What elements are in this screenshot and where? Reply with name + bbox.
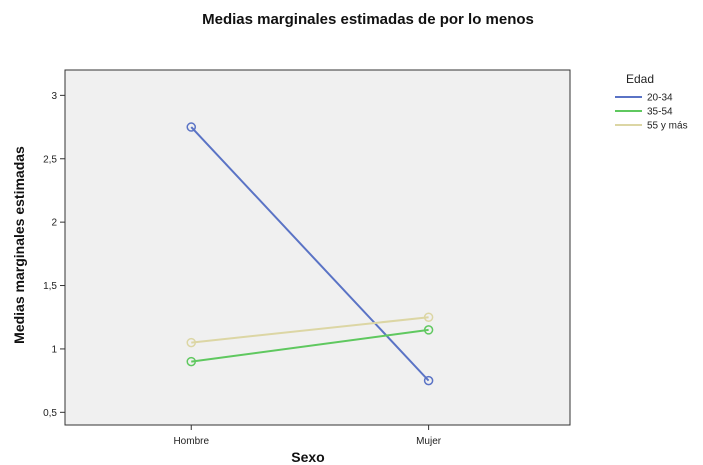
plot-area (64, 69, 571, 426)
data-point (423, 375, 434, 386)
y-axis-label: Medias marginales estimadas (11, 146, 27, 344)
data-point (186, 337, 196, 348)
series-line-55 y más (191, 316, 429, 344)
y-tick-label: 2 (51, 218, 57, 229)
y-tick-label: 3 (51, 91, 57, 102)
y-tick-label: 1,5 (43, 281, 57, 292)
x-axis-label: Sexo (291, 449, 324, 465)
y-tick-label: 1 (51, 344, 57, 355)
legend: Edad 20-34 35-54 55 y más (615, 72, 688, 132)
legend-label: 35-54 (647, 107, 673, 118)
x-tick-label: Mujer (416, 436, 442, 447)
y-axis: 0,5 1 1,5 2 2,5 3 (43, 91, 65, 419)
series-layer (186, 122, 434, 386)
data-point (186, 356, 196, 367)
data-point (186, 122, 196, 132)
series-line-35-54 (191, 328, 429, 363)
chart-title: Medias marginales estimadas de por lo me… (202, 11, 534, 28)
legend-label: 20-34 (647, 93, 673, 104)
y-tick-label: 2,5 (43, 154, 57, 165)
data-point (423, 312, 434, 322)
x-tick-label: Hombre (173, 436, 209, 447)
series-line-20-34 (190, 126, 430, 382)
y-tick-label: 0,5 (43, 408, 57, 419)
data-point (423, 325, 434, 335)
legend-title: Edad (626, 72, 654, 86)
legend-label: 55 y más (647, 121, 688, 132)
x-axis: Hombre Mujer (173, 425, 442, 447)
